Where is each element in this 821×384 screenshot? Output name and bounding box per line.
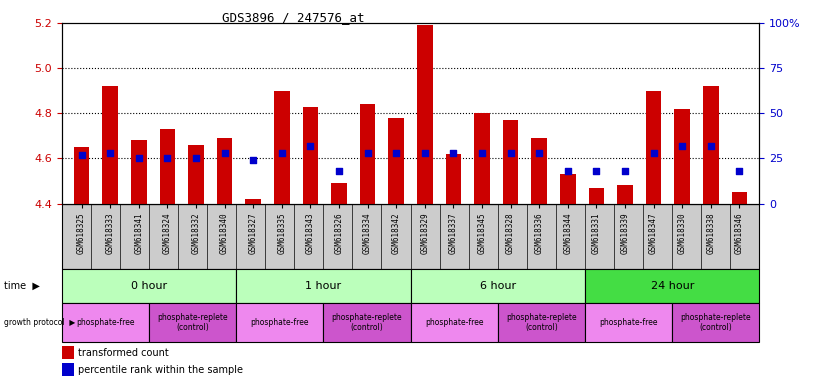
Point bbox=[475, 150, 488, 156]
Text: phosphate-replete
(control): phosphate-replete (control) bbox=[681, 313, 751, 332]
Text: 6 hour: 6 hour bbox=[479, 281, 516, 291]
Point bbox=[190, 155, 203, 161]
FancyBboxPatch shape bbox=[498, 303, 585, 342]
FancyBboxPatch shape bbox=[410, 269, 585, 303]
Text: phosphate-replete
(control): phosphate-replete (control) bbox=[332, 313, 402, 332]
Point bbox=[504, 150, 517, 156]
Bar bbox=[388, 118, 404, 204]
Point bbox=[75, 152, 88, 158]
Bar bbox=[74, 147, 89, 204]
Bar bbox=[475, 113, 490, 204]
Point bbox=[275, 150, 288, 156]
Point bbox=[132, 155, 145, 161]
Bar bbox=[502, 120, 519, 204]
Text: 0 hour: 0 hour bbox=[131, 281, 167, 291]
FancyBboxPatch shape bbox=[236, 269, 410, 303]
Point bbox=[562, 168, 575, 174]
Text: phosphate-free: phosphate-free bbox=[250, 318, 309, 327]
Bar bbox=[245, 199, 261, 204]
Point bbox=[246, 157, 259, 163]
FancyBboxPatch shape bbox=[236, 303, 323, 342]
FancyBboxPatch shape bbox=[410, 303, 498, 342]
Bar bbox=[331, 183, 346, 204]
Point bbox=[647, 150, 660, 156]
Point bbox=[733, 168, 746, 174]
Text: phosphate-free: phosphate-free bbox=[424, 318, 484, 327]
Text: phosphate-replete
(control): phosphate-replete (control) bbox=[506, 313, 576, 332]
Point bbox=[676, 143, 689, 149]
Text: phosphate-free: phosphate-free bbox=[76, 318, 135, 327]
Bar bbox=[732, 192, 747, 204]
Point bbox=[218, 150, 232, 156]
Point bbox=[447, 150, 460, 156]
Bar bbox=[674, 109, 690, 204]
Bar bbox=[531, 138, 547, 204]
Bar bbox=[560, 174, 576, 204]
FancyBboxPatch shape bbox=[323, 303, 410, 342]
Point bbox=[361, 150, 374, 156]
Point bbox=[304, 143, 317, 149]
Bar bbox=[274, 91, 290, 204]
FancyBboxPatch shape bbox=[585, 303, 672, 342]
Text: time  ▶: time ▶ bbox=[4, 281, 40, 291]
FancyBboxPatch shape bbox=[62, 303, 149, 342]
Text: phosphate-replete
(control): phosphate-replete (control) bbox=[157, 313, 227, 332]
Text: phosphate-free: phosphate-free bbox=[599, 318, 658, 327]
Bar bbox=[217, 138, 232, 204]
Text: 24 hour: 24 hour bbox=[650, 281, 694, 291]
Bar bbox=[417, 25, 433, 204]
Bar bbox=[302, 106, 319, 204]
Bar bbox=[188, 145, 204, 204]
Bar bbox=[446, 154, 461, 204]
Text: 1 hour: 1 hour bbox=[305, 281, 342, 291]
Point bbox=[704, 143, 718, 149]
Point bbox=[390, 150, 403, 156]
Bar bbox=[703, 86, 718, 204]
Text: percentile rank within the sample: percentile rank within the sample bbox=[78, 365, 243, 375]
Point bbox=[418, 150, 431, 156]
Bar bbox=[103, 86, 118, 204]
Bar bbox=[617, 185, 633, 204]
FancyBboxPatch shape bbox=[149, 303, 236, 342]
Bar bbox=[646, 91, 662, 204]
Point bbox=[161, 155, 174, 161]
Point bbox=[533, 150, 546, 156]
Bar bbox=[589, 188, 604, 204]
Point bbox=[333, 168, 346, 174]
Text: growth protocol  ▶: growth protocol ▶ bbox=[4, 318, 76, 327]
Bar bbox=[360, 104, 375, 204]
Text: transformed count: transformed count bbox=[78, 348, 169, 358]
FancyBboxPatch shape bbox=[672, 303, 759, 342]
FancyBboxPatch shape bbox=[62, 269, 236, 303]
Bar bbox=[131, 141, 147, 204]
Point bbox=[589, 168, 603, 174]
Point bbox=[103, 150, 117, 156]
Bar bbox=[159, 129, 175, 204]
FancyBboxPatch shape bbox=[585, 269, 759, 303]
Point bbox=[618, 168, 631, 174]
Text: GDS3896 / 247576_at: GDS3896 / 247576_at bbox=[222, 12, 365, 25]
